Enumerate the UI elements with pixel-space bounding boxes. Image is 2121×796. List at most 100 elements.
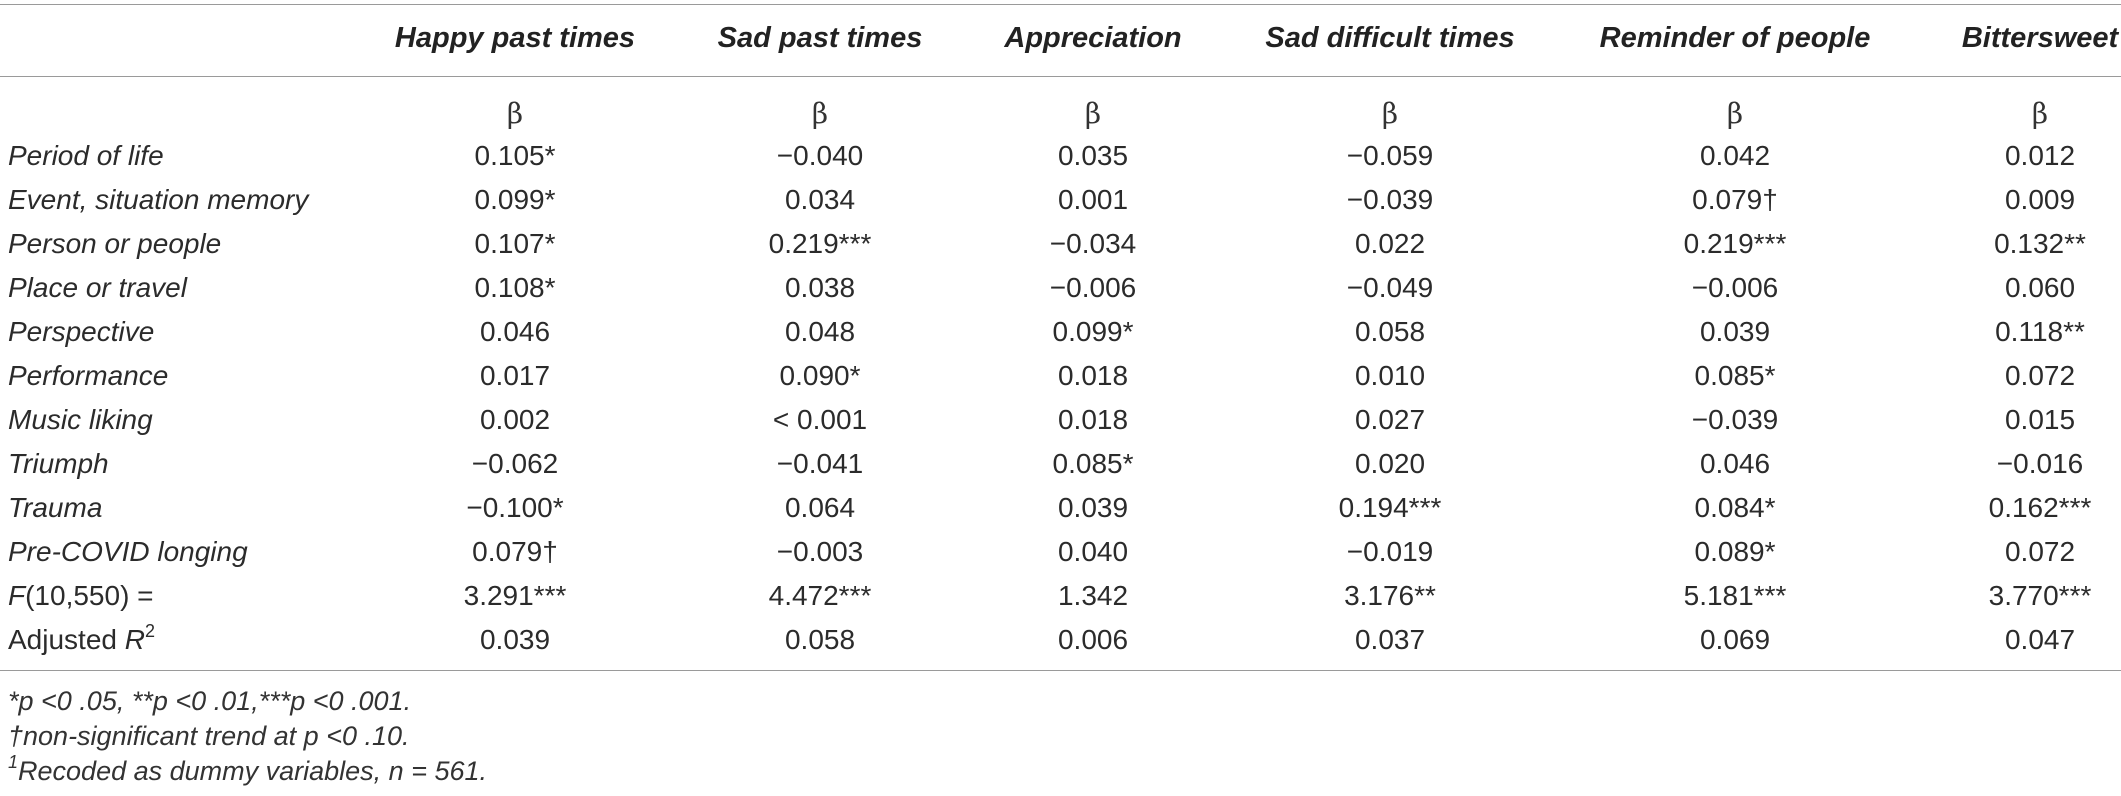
table-cell: 0.012 bbox=[2004, 140, 2076, 171]
table-cell: 0.038 bbox=[784, 272, 856, 303]
table-cell: 0.219*** bbox=[768, 228, 872, 259]
beta-symbol: β bbox=[506, 97, 524, 130]
r-squared-exponent: 2 bbox=[144, 620, 155, 641]
row-label: Person or people bbox=[8, 228, 222, 259]
table-cell: 0.046 bbox=[1699, 448, 1771, 479]
table-cell: 0.039 bbox=[479, 624, 551, 655]
column-header: Bittersweet bbox=[1961, 22, 2119, 54]
table-cell: −0.039 bbox=[1691, 404, 1779, 435]
table-cell: 0.040 bbox=[1057, 536, 1129, 567]
table-cell: 0.072 bbox=[2004, 360, 2076, 391]
table-cell: 0.018 bbox=[1057, 404, 1129, 435]
table-cell: −0.016 bbox=[1996, 448, 2084, 479]
header-rule bbox=[0, 76, 2121, 77]
footnote-dummy: 1Recoded as dummy variables, n = 561. bbox=[8, 753, 488, 787]
row-label: Triumph bbox=[8, 448, 109, 479]
table-cell: −0.006 bbox=[1691, 272, 1779, 303]
table-cell: 0.022 bbox=[1354, 228, 1426, 259]
row-label: Pre-COVID longing bbox=[8, 536, 248, 567]
f-symbol: F bbox=[8, 580, 26, 611]
row-label: Period of life bbox=[8, 140, 164, 171]
table-cell: 0.084* bbox=[1694, 492, 1776, 523]
table-cell: −0.003 bbox=[776, 536, 864, 567]
table-cell: 0.099* bbox=[474, 184, 556, 215]
table-cell: 0.085* bbox=[1052, 448, 1134, 479]
table-cell: 0.079† bbox=[472, 536, 558, 567]
row-label: Music liking bbox=[8, 404, 153, 435]
table-cell: 0.085* bbox=[1694, 360, 1776, 391]
row-label: Performance bbox=[8, 360, 169, 391]
footnote-trend: †non-significant trend at p <0 .10. bbox=[8, 721, 410, 751]
table-cell: 0.194*** bbox=[1338, 492, 1442, 523]
row-label: Trauma bbox=[8, 492, 103, 523]
table-cell: 0.027 bbox=[1354, 404, 1426, 435]
table-cell: 0.009 bbox=[2004, 184, 2076, 215]
table-cell: 0.001 bbox=[1057, 184, 1129, 215]
beta-symbol: β bbox=[1726, 97, 1744, 130]
table-cell: 0.060 bbox=[2004, 272, 2076, 303]
f-statistic-label: F(10,550) = bbox=[8, 580, 154, 612]
table-cell: 0.010 bbox=[1354, 360, 1426, 391]
table-cell: 0.015 bbox=[2004, 404, 2076, 435]
table-cell: 0.020 bbox=[1354, 448, 1426, 479]
column-header: Sad past times bbox=[717, 22, 923, 54]
beta-symbol: β bbox=[811, 97, 829, 130]
adjusted-r2-label: Adjusted R2 bbox=[8, 620, 155, 656]
table-cell: −0.040 bbox=[776, 140, 864, 171]
table-cell: 0.048 bbox=[784, 316, 856, 347]
table-cell: 0.107* bbox=[474, 228, 556, 259]
table-cell: 1.342 bbox=[1057, 580, 1129, 611]
table-cell: −0.041 bbox=[776, 448, 864, 479]
table-cell: −0.039 bbox=[1346, 184, 1434, 215]
table-cell: 0.035 bbox=[1057, 140, 1129, 171]
table-cell: 0.047 bbox=[2004, 624, 2076, 655]
table-cell: 0.034 bbox=[784, 184, 856, 215]
r-symbol: R bbox=[124, 624, 145, 655]
table-cell: 0.006 bbox=[1057, 624, 1129, 655]
table-cell: 0.099* bbox=[1052, 316, 1134, 347]
table-cell: 0.132** bbox=[1994, 228, 2086, 259]
table-cell: 0.072 bbox=[2004, 536, 2076, 567]
table-cell: 0.079† bbox=[1692, 184, 1778, 215]
top-rule bbox=[0, 4, 2121, 5]
table-cell: 0.069 bbox=[1699, 624, 1771, 655]
table-cell: 3.291*** bbox=[463, 580, 567, 611]
table-cell: 3.770*** bbox=[1988, 580, 2092, 611]
footnote-significance: *p <0 .05, **p <0 .01,***p <0 .001. bbox=[8, 686, 412, 716]
table-cell: 0.042 bbox=[1699, 140, 1771, 171]
table-cell: 0.058 bbox=[1354, 316, 1426, 347]
table-cell: 0.089* bbox=[1694, 536, 1776, 567]
table-cell: 0.090* bbox=[779, 360, 861, 391]
table-cell: 5.181*** bbox=[1683, 580, 1787, 611]
table-cell: 4.472*** bbox=[768, 580, 872, 611]
table-cell: 0.039 bbox=[1699, 316, 1771, 347]
beta-symbol: β bbox=[2031, 97, 2049, 130]
footnote-dummy-text: Recoded as dummy variables, n = 561. bbox=[18, 756, 488, 786]
f-degrees: (10,550) = bbox=[25, 580, 154, 611]
table-cell: 0.037 bbox=[1354, 624, 1426, 655]
table-cell: −0.034 bbox=[1049, 228, 1137, 259]
bottom-rule bbox=[0, 670, 2121, 671]
table-cell: 0.162*** bbox=[1988, 492, 2092, 523]
table-cell: −0.100* bbox=[466, 492, 564, 523]
beta-symbol: β bbox=[1381, 97, 1399, 130]
table-cell: −0.006 bbox=[1049, 272, 1137, 303]
table-cell: 0.105* bbox=[474, 140, 556, 171]
beta-symbol: β bbox=[1084, 97, 1102, 130]
table-cell: < 0.001 bbox=[772, 404, 868, 435]
row-label: Perspective bbox=[8, 316, 155, 347]
table-cell: 0.017 bbox=[479, 360, 551, 391]
row-label: Place or travel bbox=[8, 272, 187, 303]
table-cell: 0.108* bbox=[474, 272, 556, 303]
table-cell: −0.019 bbox=[1346, 536, 1434, 567]
table-cell: 0.118** bbox=[1995, 316, 2085, 347]
table-cell: −0.049 bbox=[1346, 272, 1434, 303]
footnote-dummy-marker: 1 bbox=[8, 752, 19, 772]
table-cell: 3.176** bbox=[1344, 580, 1436, 611]
column-header: Sad difficult times bbox=[1265, 22, 1515, 54]
table-cell: 0.058 bbox=[784, 624, 856, 655]
adjusted-word: Adjusted bbox=[8, 624, 125, 655]
column-header: Reminder of people bbox=[1599, 22, 1871, 54]
column-header: Happy past times bbox=[394, 22, 636, 54]
